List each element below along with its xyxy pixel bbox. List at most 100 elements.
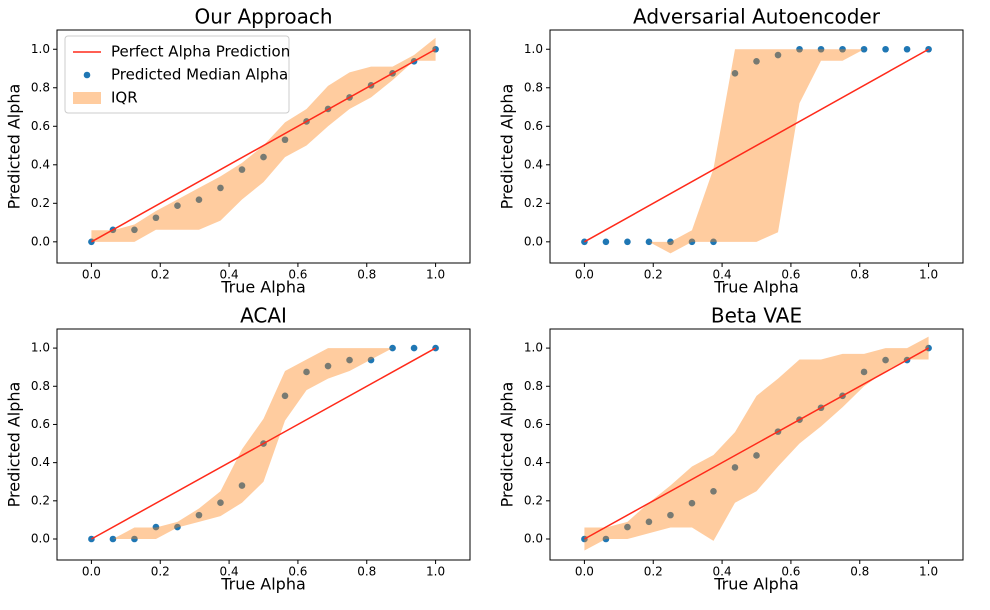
y-tick-label: 0.0 bbox=[524, 234, 543, 248]
y-tick-label: 0.6 bbox=[31, 119, 50, 133]
y-axis-label: Predicted Alpha bbox=[5, 382, 24, 508]
median-point bbox=[410, 344, 418, 352]
x-axis-label: True Alpha bbox=[713, 575, 799, 594]
median-point bbox=[753, 57, 760, 65]
y-tick-label: 0.2 bbox=[31, 493, 50, 507]
x-tick-label: 0.6 bbox=[781, 565, 800, 579]
median-point bbox=[238, 166, 246, 173]
x-tick-label: 0.2 bbox=[151, 268, 170, 282]
median-point bbox=[645, 518, 653, 526]
chart-title: Adversarial Autoencoder bbox=[633, 5, 881, 29]
subplot: Our Approach True Alpha Predicted Alpha 0.0… bbox=[5, 5, 471, 297]
axes-frame bbox=[56, 328, 471, 561]
median-point bbox=[281, 392, 289, 400]
y-axis-label: Predicted Alpha bbox=[498, 382, 517, 508]
median-point bbox=[796, 45, 803, 53]
x-tick-label: 1.0 bbox=[919, 565, 938, 579]
axes-frame bbox=[549, 29, 964, 264]
y-tick-label: 0.8 bbox=[31, 379, 50, 393]
y-tick-label: 0.2 bbox=[31, 196, 50, 210]
subplot: Adversarial Autoencoder True Alpha Predict… bbox=[498, 5, 964, 297]
x-tick-label: 0.2 bbox=[644, 268, 663, 282]
y-tick-label: 0.4 bbox=[524, 157, 543, 171]
median-point bbox=[174, 523, 181, 531]
y-tick-label: 1.0 bbox=[31, 341, 50, 355]
median-point bbox=[195, 511, 203, 519]
x-tick-label: 0.2 bbox=[151, 565, 170, 579]
reference-line bbox=[584, 48, 929, 243]
median-point bbox=[731, 70, 739, 77]
median-point bbox=[131, 535, 138, 543]
y-axis-label: Predicted Alpha bbox=[5, 84, 24, 210]
x-tick-label: 0.4 bbox=[220, 268, 239, 282]
y-tick-label: 0.4 bbox=[31, 455, 50, 469]
chart-title: Our Approach bbox=[194, 5, 332, 29]
median-point bbox=[903, 45, 911, 53]
x-tick-label: 0.0 bbox=[82, 268, 101, 282]
y-tick-label: 0.4 bbox=[31, 157, 50, 171]
x-tick-label: 0.6 bbox=[288, 268, 307, 282]
legend: Perfect Alpha Prediction Predicted Median… bbox=[64, 35, 290, 114]
median-point bbox=[860, 368, 868, 376]
median-point bbox=[432, 344, 439, 352]
reference-line bbox=[91, 347, 436, 540]
y-tick-label: 0.8 bbox=[524, 80, 543, 94]
y-tick-label: 0.0 bbox=[524, 532, 543, 546]
x-tick-label: 0.2 bbox=[644, 565, 663, 579]
median-point bbox=[217, 499, 224, 507]
chart-title: ACAI bbox=[240, 304, 287, 328]
median-point bbox=[753, 452, 760, 459]
y-tick-label: 0.6 bbox=[524, 119, 543, 133]
median-point bbox=[688, 238, 696, 246]
y-tick-label: 0.0 bbox=[31, 234, 50, 248]
y-tick-label: 0.6 bbox=[31, 417, 50, 431]
iqr-band bbox=[91, 37, 436, 242]
y-tick-label: 1.0 bbox=[524, 42, 543, 56]
median-point bbox=[88, 535, 95, 543]
x-tick-label: 0.8 bbox=[357, 268, 376, 282]
median-point bbox=[667, 511, 674, 519]
median-point bbox=[346, 356, 353, 364]
subplot: ACAI True Alpha Predicted Alpha 0.0 0.2 0.4 0.… bbox=[5, 304, 471, 594]
median-point bbox=[152, 214, 160, 222]
x-tick-label: 0.8 bbox=[357, 565, 376, 579]
iqr-band bbox=[584, 49, 929, 254]
median-point bbox=[624, 238, 631, 246]
y-tick-label: 0.0 bbox=[31, 532, 50, 546]
x-tick-label: 0.0 bbox=[575, 565, 594, 579]
y-tick-label: 0.8 bbox=[31, 80, 50, 94]
y-tick-label: 0.2 bbox=[524, 196, 543, 210]
legend-label: Perfect Alpha Prediction bbox=[111, 43, 290, 61]
median-point bbox=[710, 487, 717, 495]
median-point bbox=[882, 45, 889, 53]
x-tick-label: 0.0 bbox=[575, 268, 594, 282]
y-tick-label: 0.4 bbox=[524, 455, 543, 469]
reference-line bbox=[91, 48, 436, 243]
x-tick-label: 0.4 bbox=[220, 565, 239, 579]
y-tick-label: 1.0 bbox=[524, 341, 543, 355]
x-axis-label: True Alpha bbox=[220, 278, 306, 297]
axes-frame bbox=[56, 29, 471, 264]
axes-frame bbox=[549, 328, 964, 561]
median-point bbox=[174, 202, 181, 210]
median-point bbox=[645, 238, 653, 246]
y-axis-label: Predicted Alpha bbox=[498, 84, 517, 210]
y-tick-label: 0.2 bbox=[524, 493, 543, 507]
median-point bbox=[389, 344, 396, 352]
median-point bbox=[602, 238, 610, 246]
legend-swatch bbox=[83, 71, 91, 79]
median-point bbox=[260, 153, 267, 161]
legend-label: IQR bbox=[111, 89, 138, 107]
median-point bbox=[667, 238, 674, 246]
x-tick-label: 0.4 bbox=[713, 565, 732, 579]
median-point bbox=[324, 362, 332, 370]
median-point bbox=[281, 136, 289, 144]
median-point bbox=[195, 196, 203, 203]
x-tick-label: 0.8 bbox=[850, 565, 869, 579]
x-tick-label: 0.6 bbox=[781, 268, 800, 282]
y-tick-label: 0.8 bbox=[524, 379, 543, 393]
median-point bbox=[303, 368, 310, 376]
subplot: Beta VAE True Alpha Predicted Alpha 0.0 0.2 0… bbox=[498, 304, 964, 594]
x-tick-label: 0.0 bbox=[82, 565, 101, 579]
